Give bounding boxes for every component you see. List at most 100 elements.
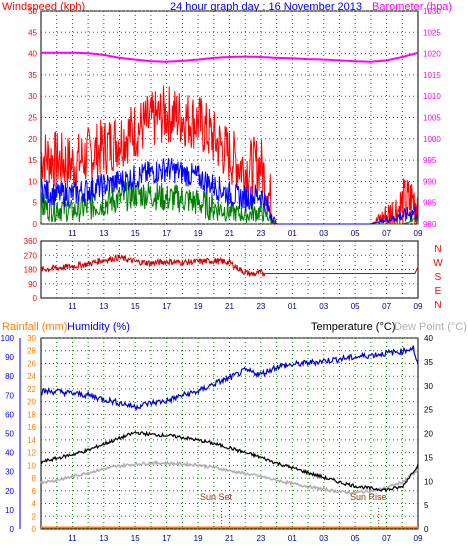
- dewpoint-axis-title: Dew Point (°C): [394, 321, 467, 333]
- barometer-y-tick-label: 1020: [423, 50, 441, 59]
- series-layer: [40, 51, 419, 529]
- humidity-y-tick-label: 100: [1, 334, 15, 343]
- humidity-y-tick-label: 40: [5, 449, 14, 458]
- x-tick-label: 21: [225, 534, 234, 543]
- x-tick-label: 17: [162, 302, 171, 311]
- temperature-y-tick-label: 20: [424, 430, 433, 439]
- x-tick-label: 13: [99, 302, 108, 311]
- temperature-y-tick-label: 35: [424, 358, 433, 367]
- x-tick-label: 23: [256, 302, 265, 311]
- temperature-y-tick-label: 25: [424, 406, 433, 415]
- wind-y-tick-label: 25: [28, 114, 37, 123]
- direction-y-tick-label: 90: [28, 280, 37, 289]
- temperature-y-tick-label: 40: [424, 334, 433, 343]
- direction-y-tick-label: 360: [24, 237, 38, 246]
- x-tick-label: 09: [414, 534, 423, 543]
- compass-label: S: [435, 272, 442, 283]
- rainfall-y-tick-label: 10: [27, 461, 36, 470]
- x-tick-label: 19: [194, 534, 203, 543]
- x-tick-label: 11: [68, 229, 77, 238]
- x-tick-label: 07: [382, 534, 391, 543]
- humidity-y-tick-label: 20: [5, 487, 14, 496]
- barometer-y-tick-label: 1005: [423, 114, 441, 123]
- rainfall-y-tick-label: 22: [27, 385, 36, 394]
- wind-y-tick-label: 15: [28, 156, 37, 165]
- x-tick-label: 07: [382, 302, 391, 311]
- rainfall-y-tick-label: 6: [32, 487, 37, 496]
- compass-label: N: [434, 244, 441, 255]
- rainfall-y-tick-label: 18: [27, 410, 36, 419]
- barometer-y-tick-label: 1000: [423, 135, 441, 144]
- humidity-line: [40, 345, 419, 411]
- barometer-y-tick-label: 990: [423, 177, 437, 186]
- x-tick-label: 01: [288, 534, 297, 543]
- rainfall-y-tick-label: 20: [27, 398, 36, 407]
- x-tick-label: 21: [225, 302, 234, 311]
- rainfall-y-tick-label: 16: [27, 423, 36, 432]
- rainfall-y-tick-label: 24: [27, 372, 36, 381]
- humidity-y-tick-label: 70: [5, 391, 14, 400]
- x-tick-label: 01: [288, 229, 297, 238]
- compass-label: E: [435, 286, 442, 297]
- barometer-y-tick-label: 1010: [423, 92, 441, 101]
- humidity-y-tick-label: 50: [5, 430, 14, 439]
- grid-layer: [41, 10, 418, 530]
- x-tick-label: 03: [319, 302, 328, 311]
- direction-y-tick-label: 180: [24, 266, 38, 275]
- temperature-line: [40, 430, 419, 493]
- barometer-line: [41, 51, 419, 63]
- barometer-y-tick-label: 980: [423, 220, 437, 229]
- x-tick-label: 15: [131, 534, 140, 543]
- x-tick-label: 17: [162, 229, 171, 238]
- x-tick-label: 09: [414, 229, 423, 238]
- rainfall-y-tick-label: 0: [32, 525, 37, 534]
- temperature-y-tick-label: 10: [424, 477, 433, 486]
- humidity-y-tick-label: 90: [5, 353, 14, 362]
- rainfall-y-tick-label: 26: [27, 359, 36, 368]
- barometer-y-tick-label: 995: [423, 156, 437, 165]
- x-tick-label: 09: [414, 302, 423, 311]
- x-tick-label: 23: [256, 229, 265, 238]
- rainfall-y-tick-label: 14: [27, 436, 36, 445]
- wind-average-line: [40, 157, 419, 225]
- x-tick-label: 11: [68, 534, 77, 543]
- temperature-y-tick-label: 30: [424, 382, 433, 391]
- x-tick-label: 19: [194, 229, 203, 238]
- temperature-y-tick-label: 0: [424, 525, 429, 534]
- x-tick-label: 19: [194, 302, 203, 311]
- wind-y-tick-label: 5: [33, 199, 38, 208]
- compass-label: W: [433, 258, 443, 269]
- x-tick-label: 23: [256, 534, 265, 543]
- x-tick-label: 05: [351, 229, 360, 238]
- humidity-y-tick-label: 10: [5, 506, 14, 515]
- humidity-axis-title: Humidity (%): [67, 321, 130, 333]
- rainfall-y-tick-label: 12: [27, 449, 36, 458]
- wind-y-tick-label: 10: [28, 177, 37, 186]
- barometer-axis-title: Barometer (hpa): [372, 1, 452, 13]
- barometer-y-tick-label: 1025: [423, 28, 441, 37]
- sunrise-label: Sun Rise: [350, 492, 387, 502]
- rainfall-y-tick-label: 4: [32, 500, 37, 509]
- x-tick-label: 05: [351, 534, 360, 543]
- compass-label: N: [434, 300, 441, 311]
- rainfall-axis-title: Rainfall (mm): [2, 321, 67, 333]
- humidity-y-tick-label: 60: [5, 410, 14, 419]
- x-tick-label: 07: [382, 229, 391, 238]
- humidity-y-tick-label: 80: [5, 372, 14, 381]
- x-tick-label: 17: [162, 534, 171, 543]
- x-tick-label: 21: [225, 229, 234, 238]
- x-tick-label: 13: [99, 534, 108, 543]
- temperature-panel: [40, 337, 419, 530]
- x-tick-label: 11: [68, 302, 77, 311]
- rainfall-y-tick-label: 2: [32, 512, 37, 521]
- wind-y-tick-label: 40: [28, 50, 37, 59]
- wind-y-tick-label: 30: [28, 92, 37, 101]
- rainfall-y-tick-label: 8: [32, 474, 37, 483]
- x-tick-label: 03: [319, 534, 328, 543]
- sunset-label: Sun Set: [200, 492, 233, 502]
- rainfall-y-tick-label: 30: [27, 334, 36, 343]
- x-tick-label: 01: [288, 302, 297, 311]
- barometer-y-tick-label: 1030: [423, 7, 441, 16]
